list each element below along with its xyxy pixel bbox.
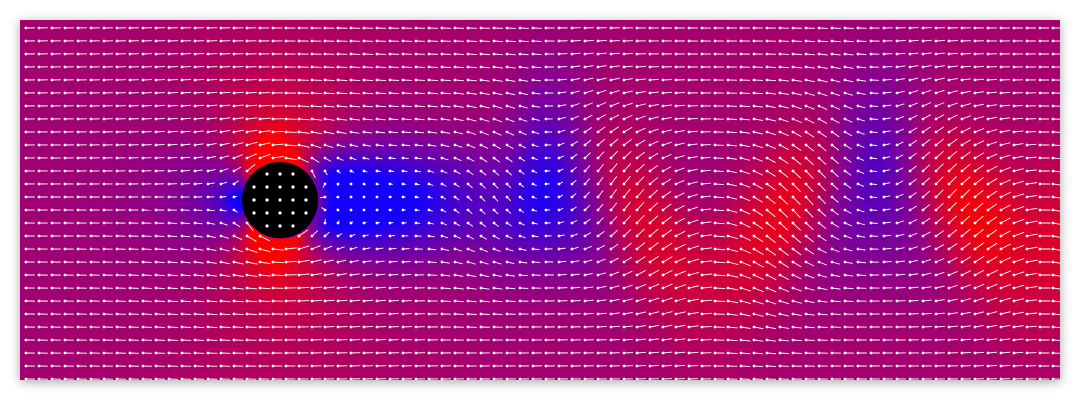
- flow-field-canvas[interactable]: [20, 20, 1060, 380]
- flow-simulation-panel[interactable]: [20, 20, 1060, 380]
